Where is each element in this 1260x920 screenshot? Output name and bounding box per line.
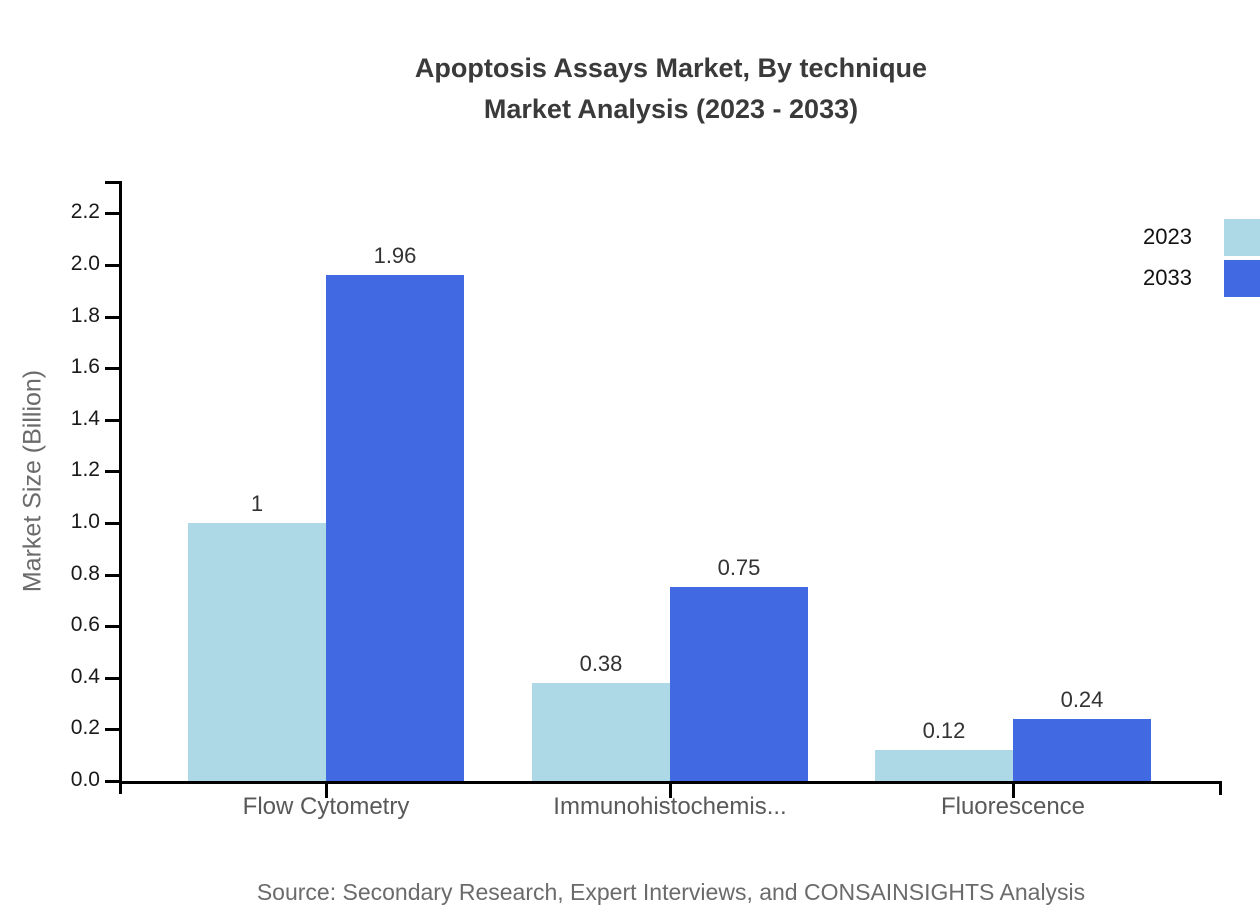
category-label: Flow Cytometry [242,793,410,820]
bar-2023-2 [532,683,670,781]
x-axis-line [119,781,1222,784]
x-axis-start-cap [119,784,122,794]
legend-label-2023: 2023 [1143,224,1192,249]
y-tick-mark [105,470,120,473]
bar-2033-1 [326,275,464,781]
y-tick-label: 1.8 [70,304,100,327]
y-tick-mark [105,367,120,370]
bar-value-label: 1 [250,491,264,516]
legend-swatch-2033 [1224,260,1260,297]
x-tick-mark [669,784,672,798]
y-axis-line [119,181,122,793]
bar-value-label: 0.38 [579,651,623,676]
y-tick-mark [105,574,120,577]
y-tick-label: 0.6 [70,613,100,636]
y-tick-mark [105,728,120,731]
y-tick-label: 1.2 [70,458,100,481]
y-tick-label: 2.0 [70,252,100,275]
y-tick-mark [105,780,120,783]
bar-value-label: 1.96 [373,243,417,268]
bar-2033-3 [1013,719,1151,781]
bar-value-label: 0.12 [922,718,966,743]
y-tick-label: 0.4 [70,665,100,688]
x-tick-mark [1012,784,1015,798]
bar-2023-3 [875,750,1013,781]
source-note: Source: Secondary Research, Expert Inter… [256,879,1086,905]
y-tick-mark [105,522,120,525]
y-tick-label: 2.2 [70,200,100,223]
legend-label-2033: 2033 [1143,265,1192,290]
bar-value-label: 0.24 [1060,687,1104,712]
y-tick-mark [105,212,120,215]
y-tick-mark [105,625,120,628]
y-tick-label: 0.0 [70,768,100,791]
chart-title-line1: Apoptosis Assays Market, By technique [414,53,928,83]
x-axis-end-cap [1219,781,1222,795]
y-tick-label: 1.6 [70,355,100,378]
bar-2023-1 [188,523,326,781]
chart-title: Apoptosis Assays Market, By technique Ma… [120,48,1222,130]
bar-2033-2 [670,587,808,781]
category-label: Immunohistochemis... [553,793,787,820]
y-tick-label: 1.4 [70,407,100,430]
y-tick-mark [105,264,120,267]
y-tick-label: 0.8 [70,562,100,585]
legend-swatch-2023 [1224,219,1260,256]
y-tick-label: 1.0 [70,510,100,533]
y-tick-mark [105,419,120,422]
x-tick-mark [325,784,328,798]
y-tick-mark [105,316,120,319]
y-axis-top-cap [105,181,120,184]
chart-title-line2: Market Analysis (2023 - 2033) [483,94,859,124]
y-tick-mark [105,677,120,680]
category-label: Fluorescence [940,793,1086,820]
bar-value-label: 0.75 [717,555,761,580]
y-tick-label: 0.2 [70,716,100,739]
